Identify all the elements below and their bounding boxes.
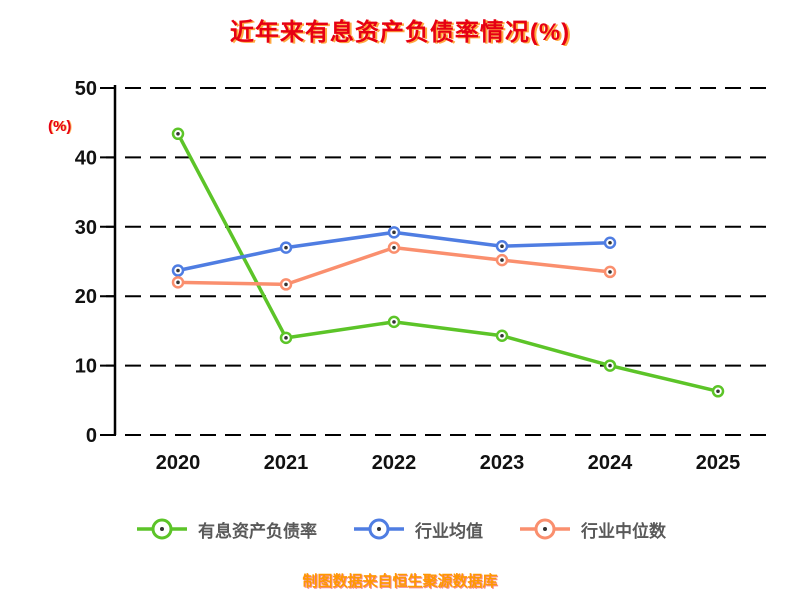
y-tick-label: 40: [75, 147, 97, 169]
data-point-center: [608, 270, 612, 274]
series-line: [176, 132, 720, 394]
data-point-center: [500, 333, 504, 338]
data-point-center: [392, 230, 396, 235]
legend-item-0: 有息资产负债率: [134, 516, 317, 542]
data-point-center: [284, 282, 288, 287]
legend-label: 行业均值: [415, 521, 483, 541]
data-point-center: [392, 245, 396, 250]
x-tick-label: 2022: [372, 452, 417, 474]
x-tick-label: 2020: [156, 452, 201, 474]
y-tick-label: 10: [75, 356, 97, 378]
data-point-center: [500, 258, 504, 262]
chart-footer: 制图数据来自恒生聚源数据库: [302, 573, 498, 590]
x-tick-label: 2023: [480, 452, 525, 474]
data-point-center: [608, 363, 612, 368]
legend-item-1: 行业均值: [351, 516, 483, 542]
data-point-center: [284, 336, 288, 340]
x-tick-label: 2025: [696, 452, 741, 474]
legend-item-2: 行业中位数: [517, 516, 666, 542]
legend-marker-icon: [354, 518, 404, 540]
data-point-center: [176, 280, 180, 285]
legend-marker-icon: [520, 518, 570, 540]
line-chart: 0 10 20 30 40 50 2020 2021 2022 2023 2024 2025: [75, 78, 772, 474]
data-point-center: [392, 320, 396, 324]
y-tick-label: 20: [75, 286, 97, 308]
legend-label: 有息资产负债率: [198, 521, 317, 541]
y-axis-unit-label: (%): [48, 118, 72, 135]
x-tick-label: 2024: [588, 452, 633, 474]
data-point-center: [284, 245, 288, 250]
data-point-center: [176, 268, 180, 273]
data-point-center: [176, 132, 180, 136]
data-point-center: [716, 389, 720, 394]
legend-label: 行业中位数: [581, 521, 666, 541]
x-tick-label: 2021: [264, 452, 309, 474]
chart-title: 近年来有息资产负债率情况(%): [229, 19, 571, 46]
y-tick-label: 0: [86, 425, 97, 447]
data-point-center: [608, 240, 612, 245]
y-tick-label: 30: [75, 217, 97, 239]
chart-legend: 有息资产负债率 行业均值 行业中位数: [0, 516, 800, 542]
y-tick-label: 50: [75, 78, 97, 100]
legend-marker-icon: [137, 518, 187, 540]
data-point-center: [500, 244, 504, 249]
